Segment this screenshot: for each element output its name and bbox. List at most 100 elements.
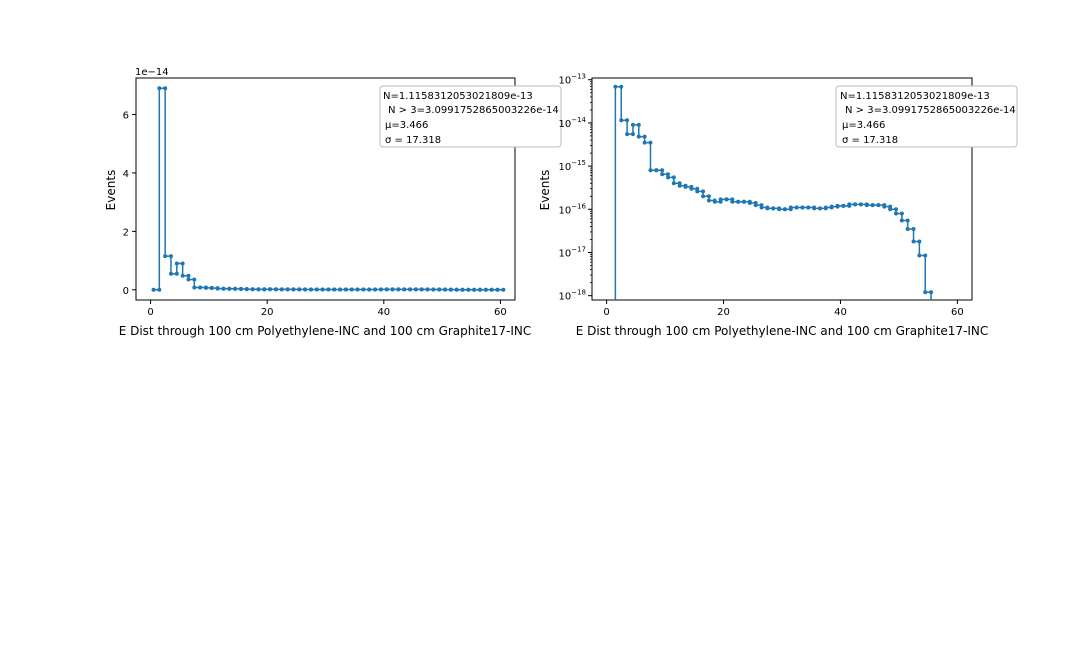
y-tick-label: 2 [123, 227, 129, 238]
x-tick-label: 20 [717, 307, 730, 318]
legend-box [835, 85, 1018, 148]
legend-line-total: N=1.1158312053021809e-13 [840, 91, 990, 102]
data-point [625, 118, 630, 123]
data-point [666, 172, 670, 177]
data-point [402, 287, 407, 292]
data-point [472, 287, 477, 292]
data-point [864, 203, 869, 208]
data-point [268, 287, 273, 292]
data-point [923, 253, 928, 258]
x-tick-label: 40 [377, 307, 390, 318]
y-tick-label: 10−16 [558, 202, 586, 216]
data-point [917, 253, 922, 258]
data-point [630, 122, 635, 127]
data-point [648, 168, 653, 173]
data-point [186, 273, 191, 278]
x-tick-label: 0 [603, 307, 609, 318]
data-point [180, 273, 185, 278]
data-point [706, 194, 711, 199]
data-point [349, 287, 354, 292]
data-point [818, 206, 822, 211]
data-point [425, 287, 430, 292]
data-point [736, 199, 741, 204]
data-point [689, 186, 694, 191]
data-point [250, 287, 255, 292]
x-axis-label: E Dist through 100 cm Polyethylene-INC a… [119, 324, 532, 338]
data-point [613, 84, 618, 89]
data-point [483, 287, 488, 292]
data-point [203, 285, 208, 290]
data-point [408, 287, 413, 292]
data-point [390, 287, 395, 292]
data-point [501, 287, 506, 292]
data-point [823, 205, 828, 210]
data-point [466, 287, 471, 292]
data-point [899, 218, 904, 223]
legend-line-sigma: σ = 17.318 [385, 135, 441, 146]
data-point [238, 287, 243, 292]
data-point [911, 239, 916, 244]
legend: N=1.1158312053021809e-13 N > 3=3.0991752… [835, 85, 1018, 148]
x-axis: 0 20 40 60 [147, 300, 507, 318]
data-point [279, 287, 284, 292]
data-point [244, 287, 249, 292]
data-point [262, 287, 267, 292]
data-point [157, 86, 162, 91]
data-point [198, 285, 203, 290]
x-tick-label: 60 [951, 307, 964, 318]
series-holder [151, 86, 506, 292]
data-point [899, 211, 904, 216]
legend-line-sigma: σ = 17.318 [842, 135, 898, 146]
data-point [666, 175, 670, 180]
data-point [419, 287, 424, 292]
legend-line-above-threshold: N > 3=3.0991752865003226e-14 [845, 105, 1016, 116]
data-point [431, 287, 436, 292]
data-point [332, 287, 337, 292]
data-point [396, 287, 401, 292]
y-tick-label: 10−15 [558, 159, 586, 173]
x-tick-label: 60 [494, 307, 507, 318]
x-axis: 0 20 40 60 [603, 300, 964, 318]
data-point [367, 287, 372, 292]
legend: N=1.1158312053021809e-13 N > 3=3.0991752… [379, 85, 562, 148]
data-point [619, 84, 624, 89]
data-point [291, 287, 296, 292]
data-point [671, 175, 676, 180]
data-point [894, 211, 898, 216]
data-point [742, 199, 746, 204]
data-point [858, 202, 863, 207]
data-point [870, 203, 875, 208]
data-point [168, 271, 173, 276]
linear-chart: 0 20 40 60 0 2 4 6 1e−14 Events E Dist through… [104, 67, 562, 338]
data-point [642, 134, 647, 139]
data-point [384, 287, 389, 292]
data-point [619, 118, 624, 123]
data-point [660, 168, 665, 173]
data-point [753, 203, 758, 208]
data-point [771, 206, 776, 211]
y-tick-label: 0 [123, 286, 129, 297]
y-tick-label: 10−18 [558, 289, 586, 303]
y-tick-label: 4 [123, 169, 129, 180]
data-point [788, 205, 793, 210]
data-point [747, 200, 752, 205]
data-point [888, 207, 893, 212]
data-point [303, 287, 308, 292]
data-point [338, 287, 343, 292]
legend-line-mean: μ=3.466 [385, 120, 428, 131]
data-point [151, 287, 156, 292]
data-point [648, 140, 653, 145]
y-tick-label: 10−14 [558, 116, 586, 130]
legend-box [379, 85, 562, 148]
data-point [847, 202, 852, 207]
y-axis-label: Events [538, 170, 552, 211]
x-tick-label: 40 [834, 307, 847, 318]
data-point [454, 287, 459, 292]
legend-line-above-threshold: N > 3=3.0991752865003226e-14 [388, 105, 559, 116]
data-point [448, 287, 453, 292]
data-point [706, 198, 711, 203]
data-point [683, 184, 688, 189]
data-point [759, 205, 764, 210]
data-point [495, 287, 500, 292]
